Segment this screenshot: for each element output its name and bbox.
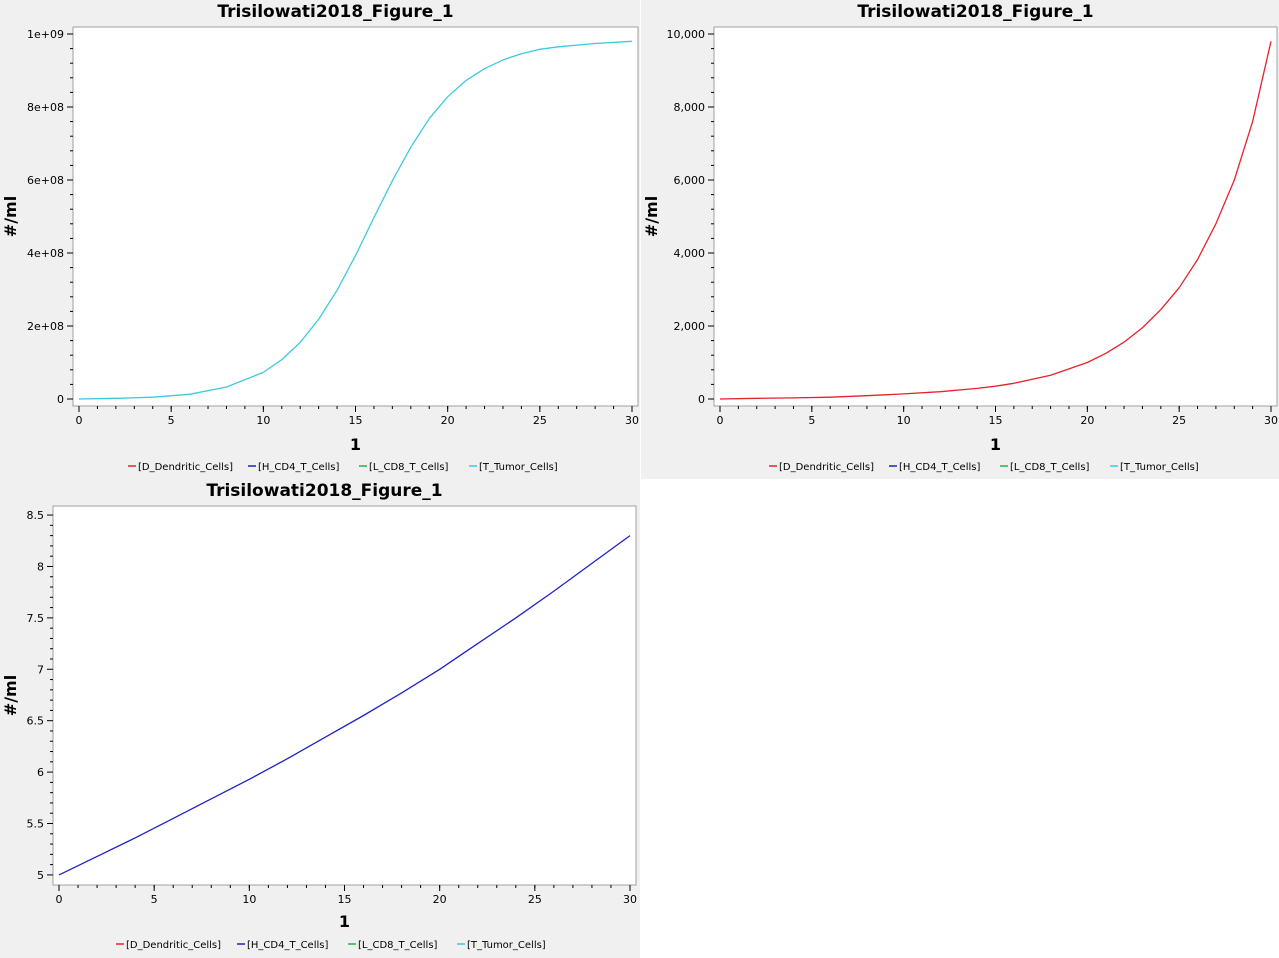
chart-panel-dendritic: Trisilowati2018_Figure_1 0 5 10 15 20 25 30 0 2,0… — [641, 0, 1279, 479]
y-axis: 0 2,000 4,000 6,000 8,000 10,000 — [667, 28, 714, 406]
x-axis-label: 1 — [350, 435, 361, 454]
legend-label: [H_CD4_T_Cells] — [899, 462, 980, 473]
legend-label: [T_Tumor_Cells] — [1120, 462, 1199, 473]
y-tick-label: 5.5 — [27, 818, 45, 831]
y-tick-label: 4e+08 — [27, 247, 64, 260]
legend-label: [H_CD4_T_Cells] — [258, 462, 339, 473]
x-tick-label: 5 — [168, 414, 175, 427]
x-tick-label: 0 — [76, 414, 83, 427]
series-line — [78, 40, 633, 400]
x-tick-label: 10 — [897, 414, 911, 427]
legend-label: [L_CD8_T_Cells] — [369, 462, 449, 473]
y-tick-label: 8,000 — [674, 101, 706, 114]
x-tick-label: 20 — [1080, 414, 1094, 427]
x-axis-label: 1 — [990, 435, 1001, 454]
x-tick-label: 10 — [256, 414, 270, 427]
chart-svg: Trisilowati2018_Figure_1 0 5 10 15 20 25 30 0 2,0… — [642, 2, 1278, 473]
y-axis-label: #/ml — [1, 196, 20, 237]
legend-label: [D_Dendritic_Cells] — [126, 940, 221, 951]
legend-label: [L_CD8_T_Cells] — [358, 940, 438, 951]
y-axis-label: #/ml — [1, 675, 20, 716]
legend: [D_Dendritic_Cells] [H_CD4_T_Cells] [L_CD8… — [769, 462, 1199, 473]
y-axis: 5 5.5 6 6.5 7 7.5 8 8.5 — [27, 509, 53, 882]
plot-area — [72, 26, 639, 407]
legend-label: [L_CD8_T_Cells] — [1010, 462, 1090, 473]
legend-label: [H_CD4_T_Cells] — [247, 940, 328, 951]
y-tick-label: 0 — [57, 393, 64, 406]
x-tick-label: 15 — [338, 893, 352, 906]
y-tick-label: 10,000 — [667, 28, 706, 41]
y-tick-label: 2,000 — [674, 320, 706, 333]
x-tick-label: 10 — [242, 893, 256, 906]
legend-label: [T_Tumor_Cells] — [479, 462, 558, 473]
legend-label: [D_Dendritic_Cells] — [779, 462, 874, 473]
x-tick-label: 30 — [1264, 414, 1278, 427]
x-tick-label: 25 — [1172, 414, 1186, 427]
y-tick-label: 8e+08 — [27, 101, 64, 114]
legend-label: [T_Tumor_Cells] — [467, 940, 546, 951]
x-tick-label: 5 — [151, 893, 158, 906]
y-tick-label: 6 — [37, 766, 44, 779]
x-tick-label: 20 — [441, 414, 455, 427]
x-tick-label: 0 — [717, 414, 724, 427]
y-tick-label: 6.5 — [27, 715, 45, 728]
legend: [D_Dendritic_Cells] [H_CD4_T_Cells] [L_CD8… — [128, 462, 558, 473]
chart-svg: Trisilowati2018_Figure_10 5 10 15 20 25 3055.5… — [1, 481, 637, 951]
y-tick-label: 2e+08 — [27, 320, 64, 333]
x-tick-label: 25 — [533, 414, 547, 427]
x-tick-label: 15 — [989, 414, 1003, 427]
y-tick-label: 4,000 — [674, 247, 706, 260]
plot-area — [713, 26, 1278, 407]
x-axis-label: 1 — [339, 912, 350, 931]
x-tick-label: 0 — [56, 893, 63, 906]
legend: [D_Dendritic_Cells] [H_CD4_T_Cells] [L_CD8… — [116, 940, 546, 951]
y-tick-label: 7.5 — [27, 612, 45, 625]
x-tick-label: 15 — [349, 414, 363, 427]
y-axis: 0 2e+08 4e+08 6e+08 8e+08 1e+09 — [27, 28, 73, 406]
legend-label: [D_Dendritic_Cells] — [138, 462, 233, 473]
chart-title: Trisilowati2018_Figure_1 — [206, 481, 442, 501]
y-tick-label: 8 — [37, 560, 44, 573]
x-tick-label: 30 — [623, 893, 637, 906]
chart-panel-cd4: Trisilowati2018_Figure_1 0 5 10 15 20 25 30 5 5.5… — [0, 479, 640, 958]
chart-svg: Trisilowati2018_Figure_1 0 5 10 15 20 25 30 0 2e+… — [1, 2, 639, 473]
x-axis: 0 5 10 15 20 25 30 — [56, 885, 637, 906]
plot-area — [52, 505, 637, 886]
x-tick-label: 30 — [625, 414, 639, 427]
y-tick-label: 1e+09 — [27, 28, 64, 41]
chart-title: Trisilowati2018_Figure_1 — [217, 2, 453, 22]
chart-panel-tumor: Trisilowati2018_Figure_1 0 5 10 15 20 25 30 0 2e+… — [0, 0, 640, 479]
y-tick-label: 5 — [37, 869, 44, 882]
x-tick-label: 20 — [433, 893, 447, 906]
x-axis: 0 5 10 15 20 25 30 — [717, 406, 1278, 427]
y-axis-label: #/ml — [642, 196, 661, 237]
y-tick-label: 6,000 — [674, 174, 706, 187]
y-tick-label: 7 — [37, 663, 44, 676]
series-line — [58, 535, 631, 876]
series-line — [719, 41, 1272, 400]
x-tick-label: 5 — [808, 414, 815, 427]
x-axis: 0 5 10 15 20 25 30 — [76, 406, 639, 427]
chart-title: Trisilowati2018_Figure_1 — [857, 2, 1093, 22]
y-tick-label: 6e+08 — [27, 174, 64, 187]
y-tick-label: 0 — [698, 393, 705, 406]
y-tick-label: 8.5 — [27, 509, 45, 522]
x-tick-label: 25 — [528, 893, 542, 906]
